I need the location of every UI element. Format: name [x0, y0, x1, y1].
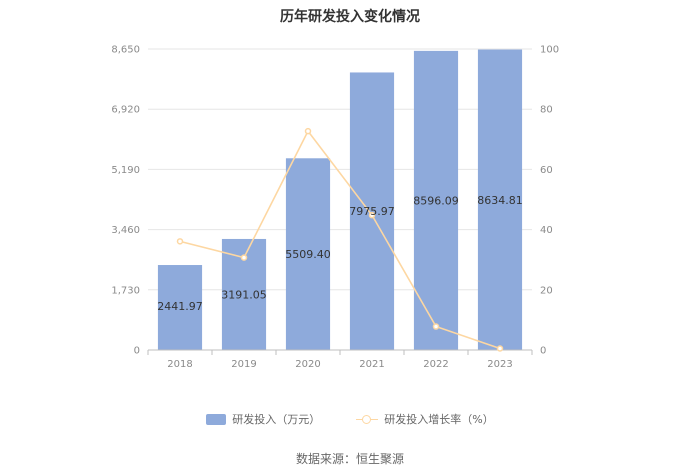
bar-value-label: 8634.81: [477, 194, 523, 207]
bar: [157, 265, 203, 350]
chart-title: 历年研发投入变化情况: [280, 9, 420, 25]
bar-value-label: 7975.97: [349, 205, 395, 218]
bar-series: [157, 49, 523, 351]
left-tick-label: 0: [134, 346, 140, 357]
legend-bar-label: 研发投入（万元）: [232, 413, 321, 426]
right-tick-label: 0: [540, 346, 546, 357]
growth-point: [240, 254, 248, 261]
legend-line-swatch: [356, 414, 379, 425]
left-axis-ticks: 0 1,730 3,460 5,190 6,920 8,650: [111, 45, 140, 357]
right-tick-label: 40: [540, 225, 553, 236]
legend-line-label: 研发投入增长率（%）: [384, 413, 494, 426]
legend-item-bar[interactable]: 研发投入（万元）: [206, 411, 320, 427]
growth-point: [368, 211, 376, 219]
x-tick-label: 2018: [167, 359, 192, 370]
x-tick-label: 2022: [423, 359, 448, 370]
x-tick-label: 2019: [231, 359, 256, 370]
right-tick-label: 60: [540, 165, 553, 176]
right-tick-label: 20: [540, 285, 553, 296]
growth-line: [179, 129, 501, 350]
growth-point: [496, 345, 504, 352]
legend-bar-swatch: [206, 413, 227, 425]
right-tick-label: 80: [540, 105, 553, 116]
bar: [285, 158, 331, 350]
right-axis-ticks: 0 20 40 60 80 100: [540, 45, 559, 357]
bar-value-label: 3191.05: [221, 288, 267, 301]
x-tick-label: 2020: [295, 359, 320, 370]
bar-value-label: 5509.40: [285, 248, 331, 261]
x-tick-label: 2021: [359, 359, 384, 370]
legend-item-line[interactable]: 研发投入增长率（%）: [356, 411, 494, 427]
x-tick-label: 2023: [487, 359, 512, 370]
x-axis: 2018 2019 2020 2021 2022 2023: [147, 349, 533, 370]
right-tick-label: 100: [540, 45, 559, 56]
left-tick-label: 3,460: [111, 225, 140, 236]
bar: [477, 49, 523, 351]
grid-lines: [148, 48, 532, 351]
growth-point: [432, 323, 440, 330]
legend: 研发投入（万元） 研发投入增长率（%）: [0, 411, 700, 427]
left-tick-label: 6,920: [111, 105, 140, 116]
growth-point: [304, 127, 312, 135]
bar: [349, 72, 395, 351]
left-tick-label: 1,730: [111, 285, 140, 296]
bar-value-label: 2441.97: [157, 300, 203, 313]
left-tick-label: 5,190: [111, 165, 140, 176]
source-note: 数据来源：恒生聚源: [295, 452, 404, 466]
bar-value-label: 8596.09: [413, 194, 459, 207]
growth-point: [176, 238, 184, 245]
line-series: 2441.97 3191.05 5509.40 7975.97 8596.09 8634.…: [157, 127, 523, 352]
left-tick-label: 8,650: [111, 45, 140, 56]
